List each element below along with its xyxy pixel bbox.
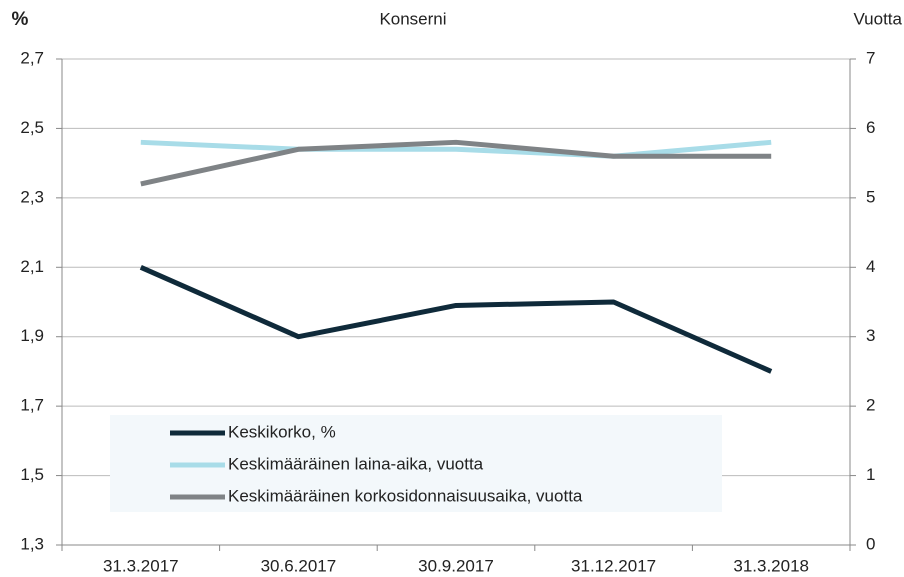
y-tick-label: 2,1 — [20, 257, 44, 276]
legend-label: Keskimääräinen korkosidonnaisuusaika, vu… — [228, 486, 583, 505]
y-tick-label: 1,5 — [20, 465, 44, 484]
y-tick-label: 1,7 — [20, 396, 44, 415]
x-tick-label: 31.3.2018 — [733, 556, 809, 575]
y2-tick-label: 3 — [866, 326, 875, 345]
y2-tick-label: 7 — [866, 48, 875, 67]
x-tick-label: 31.12.2017 — [571, 556, 656, 575]
x-tick-label: 30.6.2017 — [261, 556, 337, 575]
series-line — [140, 139, 772, 159]
y2-tick-label: 0 — [866, 534, 875, 553]
y2-tick-label: 5 — [866, 187, 875, 206]
y-tick-label: 1,3 — [20, 534, 44, 553]
y-tick-label: 2,7 — [20, 48, 44, 67]
series-line — [139, 264, 773, 374]
y-tick-label: 1,9 — [20, 326, 44, 345]
series-line — [140, 139, 772, 187]
y2-tick-label: 2 — [866, 396, 875, 415]
chart-title: Konserni — [379, 9, 446, 28]
y-axis-label: % — [12, 9, 29, 30]
y2-tick-label: 6 — [866, 118, 875, 137]
x-tick-label: 30.9.2017 — [418, 556, 494, 575]
y2-tick-label: 1 — [866, 465, 875, 484]
y-tick-label: 2,5 — [20, 118, 44, 137]
x-tick-label: 31.3.2017 — [103, 556, 179, 575]
y2-axis-label: Vuotta — [853, 9, 902, 28]
legend-label: Keskikorko, % — [228, 422, 336, 441]
legend-label: Keskimääräinen laina-aika, vuotta — [228, 454, 484, 473]
y2-tick-label: 4 — [866, 257, 875, 276]
y-tick-label: 2,3 — [20, 187, 44, 206]
